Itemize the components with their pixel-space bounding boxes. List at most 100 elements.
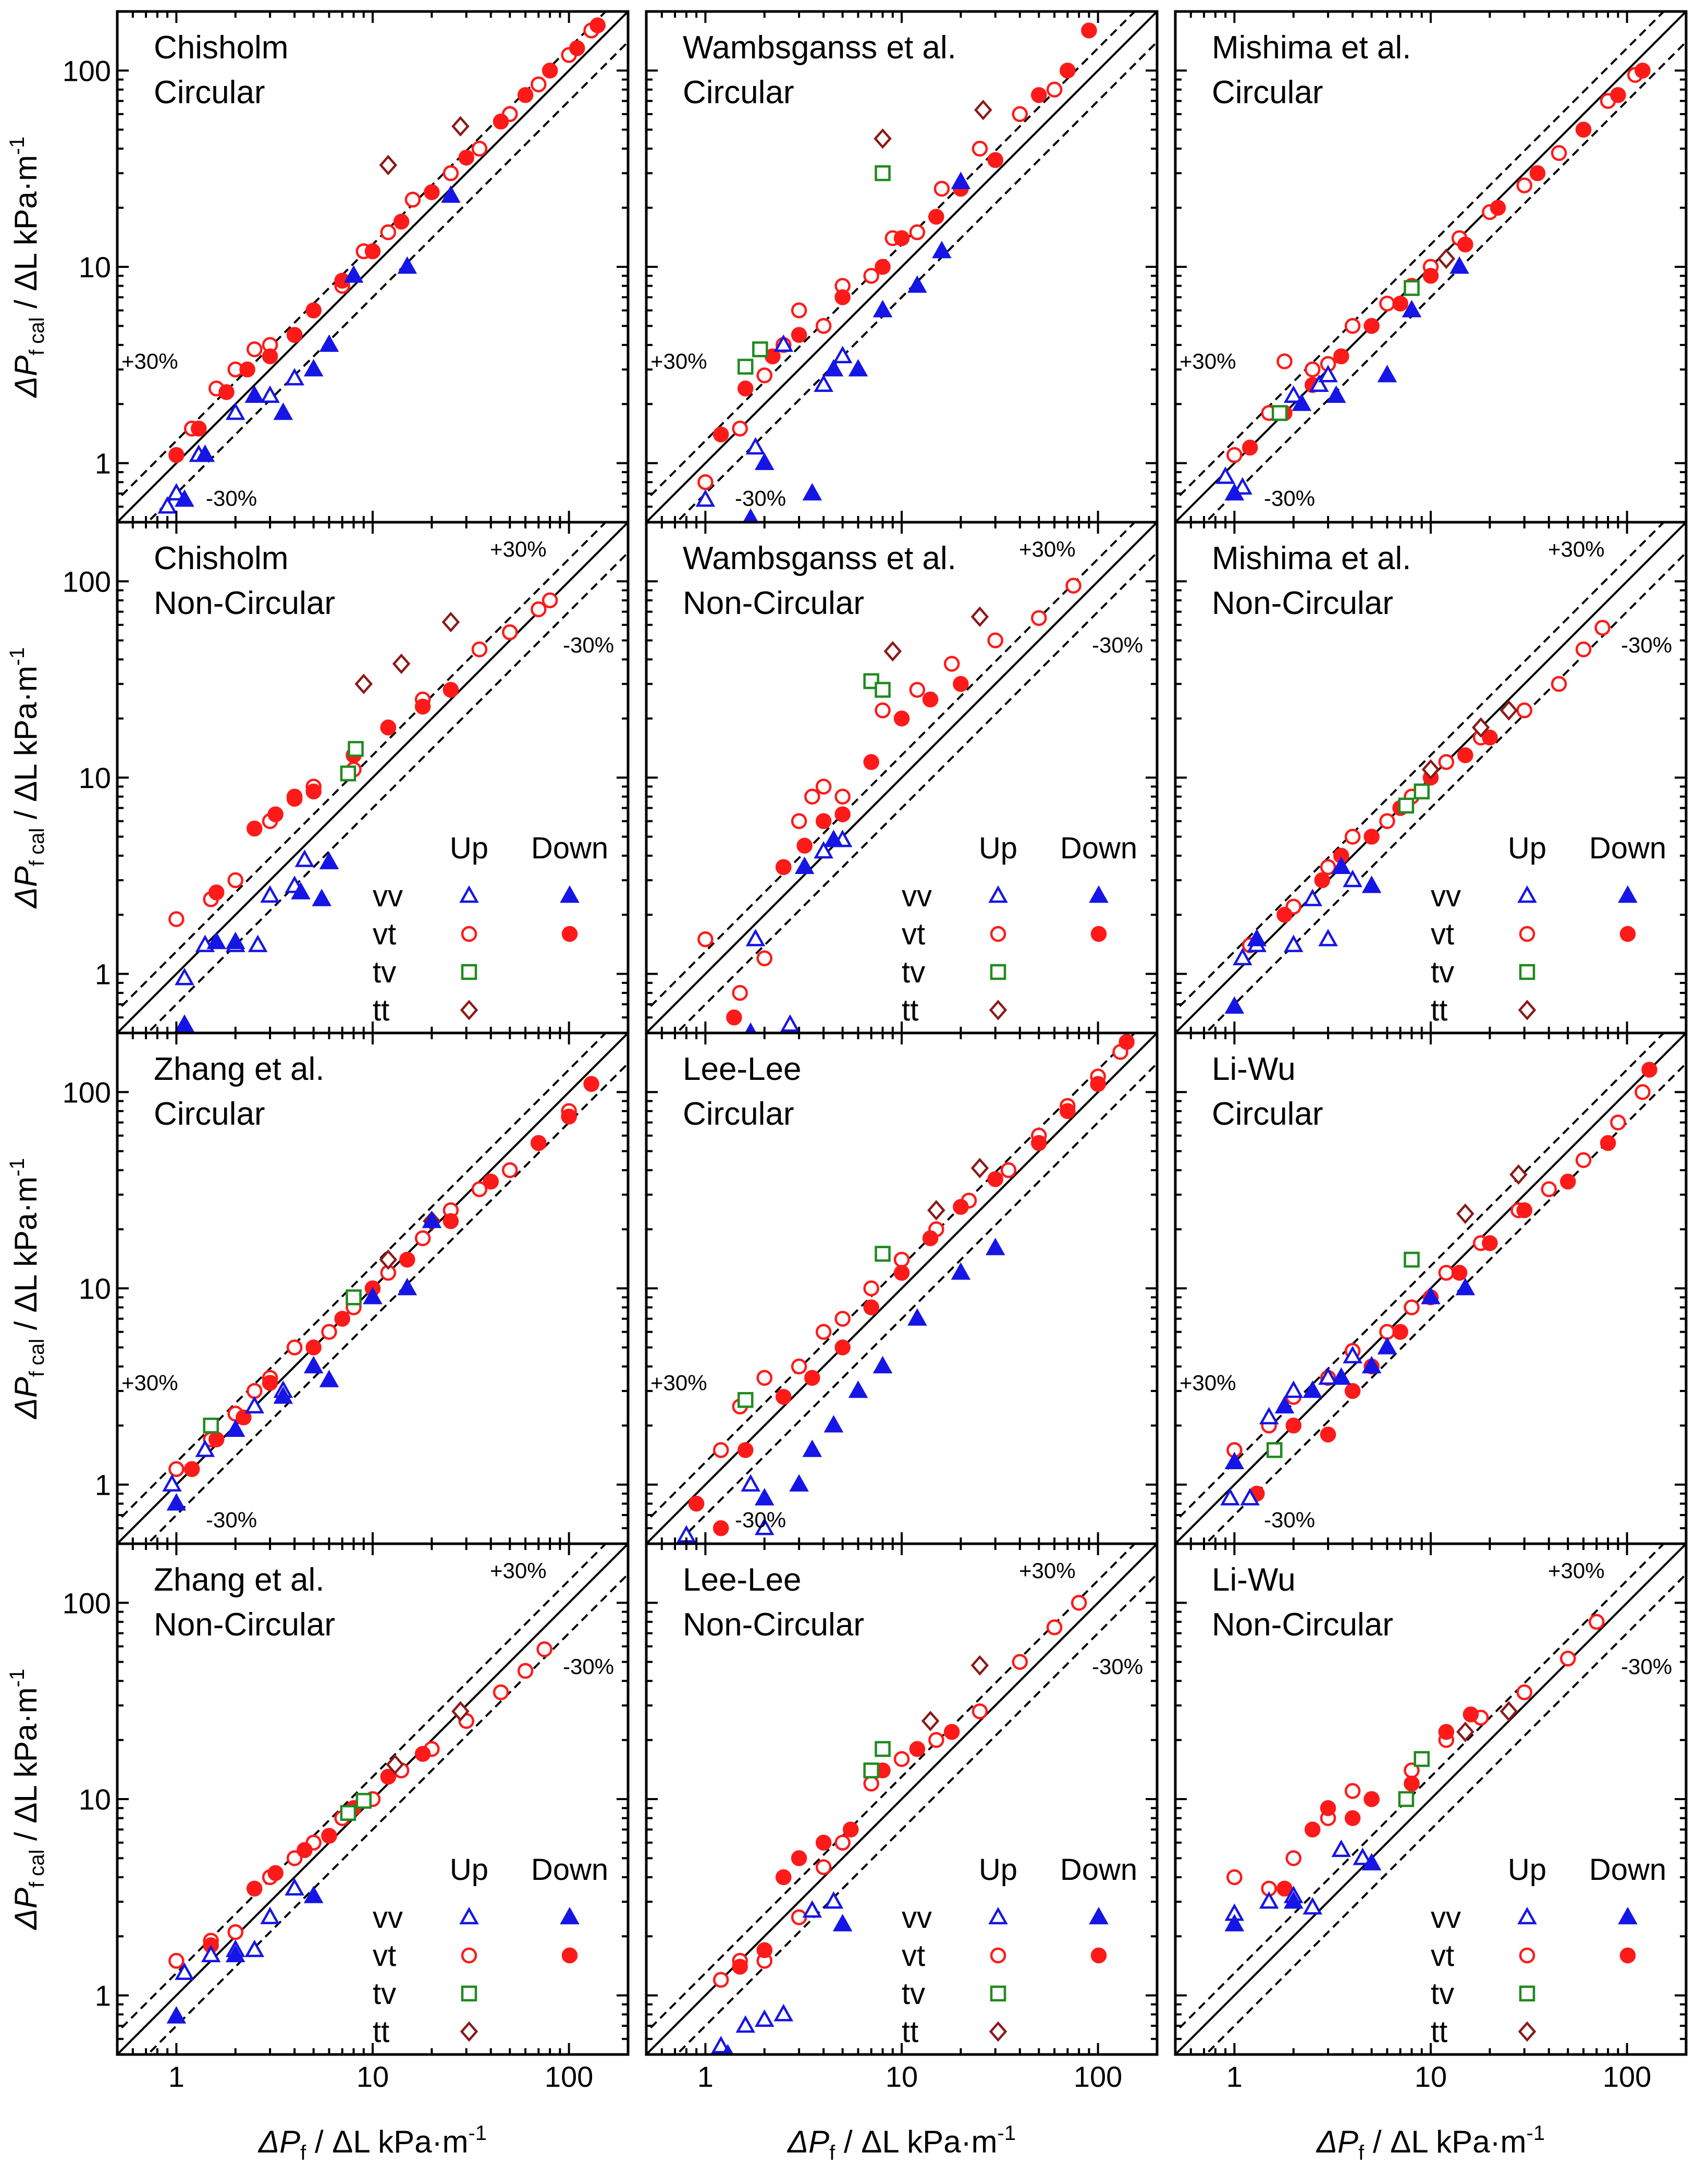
data-point xyxy=(166,1493,187,1511)
legend-label: vt xyxy=(373,917,396,951)
data-point xyxy=(260,385,280,403)
data-point xyxy=(697,474,714,490)
y-axis-label: ΔPf cal / ΔL kPa·m-1 xyxy=(6,1669,48,1930)
data-point xyxy=(804,789,820,805)
data-point xyxy=(1247,929,1267,946)
data-point xyxy=(863,1299,879,1315)
data-point xyxy=(863,1280,879,1297)
data-point xyxy=(1635,63,1651,79)
data-point xyxy=(953,676,969,692)
panel-title: Li-Wu xyxy=(1212,1051,1296,1087)
data-points xyxy=(1220,1062,1657,1506)
legend-label: tv xyxy=(902,1977,925,2011)
data-point xyxy=(1302,1897,1323,1915)
data-point xyxy=(754,1517,775,1535)
data-point xyxy=(471,641,488,658)
data-point xyxy=(441,611,460,633)
x-tick-label: 10 xyxy=(886,2060,918,2093)
data-point xyxy=(1320,859,1336,875)
data-points xyxy=(157,17,606,514)
data-point xyxy=(874,128,892,149)
data-point xyxy=(483,1173,499,1190)
data-point xyxy=(239,361,255,378)
legend-marker-up xyxy=(461,1947,477,1964)
data-point xyxy=(1240,1488,1260,1506)
data-point xyxy=(294,850,315,867)
data-point xyxy=(1304,361,1321,378)
data-point xyxy=(1344,1783,1361,1799)
legend-marker-down xyxy=(1619,1947,1636,1964)
data-point xyxy=(1242,439,1258,456)
panel-subtitle: Non-Circular xyxy=(683,585,864,621)
data-point xyxy=(893,1751,910,1767)
data-point xyxy=(1379,813,1395,829)
data-point xyxy=(1283,1380,1304,1398)
data-point xyxy=(1071,1595,1087,1611)
data-point xyxy=(443,682,459,698)
data-point xyxy=(780,1014,800,1032)
data-point xyxy=(1361,1356,1382,1374)
data-point xyxy=(1344,829,1361,845)
panel-title: Zhang et al. xyxy=(154,1051,324,1087)
data-point xyxy=(732,985,748,1001)
minus-30-line xyxy=(675,1572,1157,2054)
y-tick-label: 100 xyxy=(63,1586,111,1619)
data-point xyxy=(1285,1417,1302,1434)
data-point xyxy=(206,931,227,950)
data-point xyxy=(987,152,1003,168)
axis-label-text: / ΔL kPa·m xyxy=(835,2124,997,2159)
data-point xyxy=(354,673,373,694)
y-axis-label: ΔPf cal / ΔL kPa·m-1 xyxy=(6,137,48,398)
data-point xyxy=(754,452,775,470)
data-point xyxy=(1463,1706,1479,1722)
data-point xyxy=(246,1880,263,1897)
data-point xyxy=(1610,1114,1626,1130)
data-point xyxy=(1516,1202,1532,1219)
data-point xyxy=(1414,783,1430,799)
data-point xyxy=(802,483,822,501)
data-point xyxy=(1509,1164,1528,1185)
axis-label-text: / ΔL kPa·m xyxy=(1364,2124,1526,2159)
data-point xyxy=(1361,1853,1382,1871)
axis-label-superscript: -1 xyxy=(6,1158,29,1177)
data-point xyxy=(932,240,952,259)
data-point xyxy=(712,1442,729,1458)
data-point xyxy=(1482,1235,1498,1251)
data-point xyxy=(1361,876,1382,893)
axis-label-symbol: ΔP xyxy=(1316,2124,1358,2159)
data-points xyxy=(695,22,1097,522)
minus-30-label: -30% xyxy=(1092,1654,1143,1679)
panel: Mishima et al. Circular +30% -30% xyxy=(1174,10,1688,524)
data-point xyxy=(291,882,311,900)
data-point xyxy=(875,1741,891,1757)
y-axis-label: ΔPf cal / ΔL kPa·m-1 xyxy=(6,647,48,909)
y-tick-label: 1 xyxy=(95,447,111,480)
plus-30-label: +30% xyxy=(121,349,178,373)
minus-30-label: -30% xyxy=(1621,633,1672,657)
data-point xyxy=(1302,889,1323,906)
axis-label-symbol: ΔP xyxy=(787,2124,829,2159)
data-point xyxy=(791,302,807,318)
data-point xyxy=(218,384,235,400)
plus-30-label: +30% xyxy=(650,349,707,373)
data-point xyxy=(1641,1062,1657,1078)
plus-30-line xyxy=(117,522,607,1012)
data-point xyxy=(951,171,971,189)
data-point xyxy=(175,1962,194,1980)
data-point xyxy=(262,348,278,364)
axis-label-text: / ΔL kPa·m xyxy=(8,155,43,317)
data-point xyxy=(340,765,357,782)
data-point xyxy=(246,820,263,837)
parity-line xyxy=(117,11,628,522)
data-point xyxy=(789,1474,809,1492)
data-point xyxy=(756,1942,773,1959)
data-point xyxy=(1233,948,1252,966)
data-point xyxy=(208,884,225,901)
plus-30-label: +30% xyxy=(1179,1370,1236,1395)
panels: 110100ChisholmCircular+30%-30%Wambsganss… xyxy=(63,10,1688,2093)
legend-header-up: Up xyxy=(979,1853,1017,1887)
y-tick-label: 1 xyxy=(95,958,111,991)
data-point xyxy=(397,256,417,274)
data-point xyxy=(191,421,207,437)
data-points xyxy=(711,1595,1087,2054)
